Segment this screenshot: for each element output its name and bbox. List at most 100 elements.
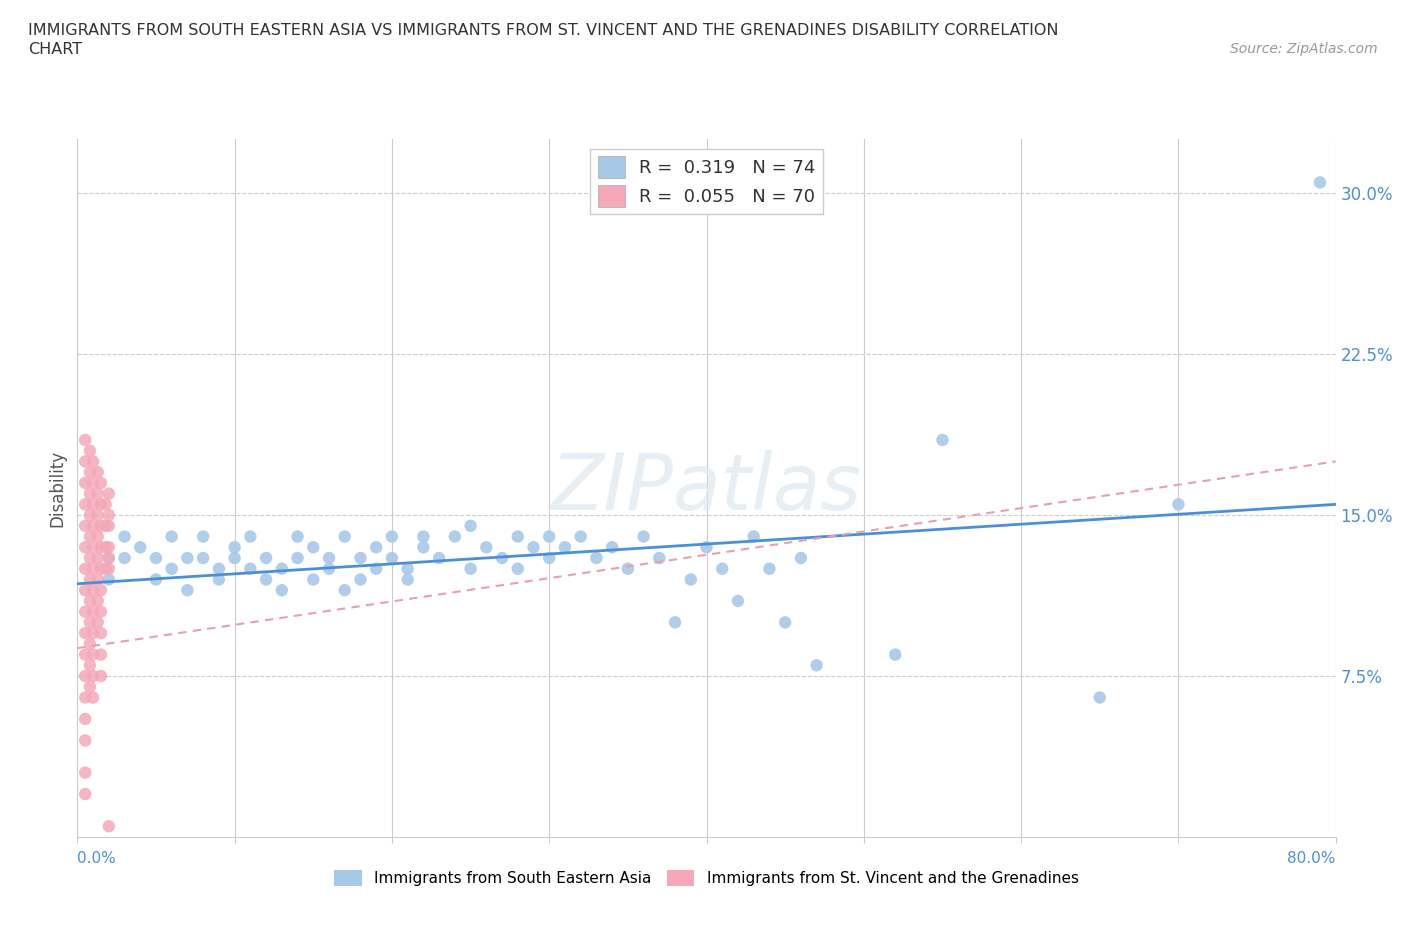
Point: [97, 518, 120, 533]
Point: [333, 583, 356, 598]
Point: [79, 658, 101, 672]
Point: [366, 562, 388, 577]
Point: [75, 539, 97, 554]
Point: [82, 604, 104, 619]
Point: [75, 475, 97, 490]
Point: [270, 583, 292, 598]
Point: [82, 539, 104, 554]
Point: [191, 551, 215, 565]
Point: [318, 562, 340, 577]
Point: [538, 551, 561, 565]
Text: Source: ZipAtlas.com: Source: ZipAtlas.com: [1230, 42, 1378, 56]
Point: [208, 572, 231, 587]
Point: [318, 551, 340, 565]
Point: [302, 572, 325, 587]
Point: [97, 551, 120, 565]
Point: [90, 562, 112, 577]
Point: [97, 818, 120, 833]
Point: [82, 647, 104, 662]
Point: [160, 562, 183, 577]
Text: 80.0%: 80.0%: [1288, 851, 1336, 866]
Point: [176, 583, 198, 598]
Text: ZIPatlas: ZIPatlas: [551, 450, 862, 526]
Point: [381, 551, 404, 565]
Point: [87, 551, 110, 565]
Point: [191, 529, 215, 544]
Point: [600, 539, 623, 554]
Point: [522, 539, 544, 554]
Point: [224, 551, 246, 565]
Point: [396, 562, 419, 577]
Point: [90, 497, 112, 512]
Point: [79, 593, 101, 608]
Point: [87, 486, 110, 501]
Point: [97, 572, 120, 587]
Point: [97, 551, 120, 565]
Point: [208, 562, 231, 577]
Point: [75, 787, 97, 802]
Point: [75, 647, 97, 662]
Text: IMMIGRANTS FROM SOUTH EASTERN ASIA VS IMMIGRANTS FROM ST. VINCENT AND THE GRENAD: IMMIGRANTS FROM SOUTH EASTERN ASIA VS IM…: [28, 23, 1059, 38]
Point: [239, 529, 262, 544]
Point: [617, 562, 640, 577]
Point: [287, 529, 309, 544]
Point: [460, 562, 482, 577]
Point: [648, 551, 671, 565]
Point: [87, 615, 110, 630]
Point: [90, 604, 112, 619]
Point: [224, 539, 246, 554]
Point: [90, 647, 112, 662]
Point: [90, 475, 112, 490]
Point: [75, 432, 97, 447]
Point: [254, 572, 277, 587]
Point: [79, 486, 101, 501]
Point: [90, 626, 112, 641]
Point: [82, 518, 104, 533]
Point: [79, 679, 101, 694]
Point: [664, 615, 686, 630]
Point: [679, 572, 702, 587]
Point: [79, 572, 101, 587]
Point: [97, 539, 120, 554]
Point: [491, 551, 513, 565]
Text: 0.0%: 0.0%: [77, 851, 117, 866]
Point: [75, 454, 97, 469]
Point: [412, 529, 434, 544]
Point: [239, 562, 262, 577]
Point: [302, 539, 325, 554]
Point: [75, 518, 97, 533]
Point: [349, 551, 371, 565]
Point: [506, 562, 529, 577]
Point: [270, 562, 292, 577]
Point: [75, 604, 97, 619]
Point: [396, 572, 419, 587]
Text: CHART: CHART: [28, 42, 82, 57]
Point: [1088, 690, 1111, 705]
Point: [412, 539, 434, 554]
Point: [97, 562, 120, 577]
Point: [554, 539, 576, 554]
Point: [129, 539, 152, 554]
Point: [114, 551, 136, 565]
Point: [176, 551, 198, 565]
Point: [90, 583, 112, 598]
Point: [82, 562, 104, 577]
Point: [79, 551, 101, 565]
Point: [90, 518, 112, 533]
Point: [82, 669, 104, 684]
Point: [145, 551, 167, 565]
Point: [87, 508, 110, 523]
Point: [381, 529, 404, 544]
Point: [538, 529, 561, 544]
Point: [444, 529, 467, 544]
Point: [475, 539, 498, 554]
Point: [79, 636, 101, 651]
Point: [75, 711, 97, 726]
Point: [160, 529, 183, 544]
Point: [82, 690, 104, 705]
Point: [696, 539, 718, 554]
Point: [75, 765, 97, 780]
Point: [790, 551, 813, 565]
Point: [585, 551, 607, 565]
Point: [254, 551, 277, 565]
